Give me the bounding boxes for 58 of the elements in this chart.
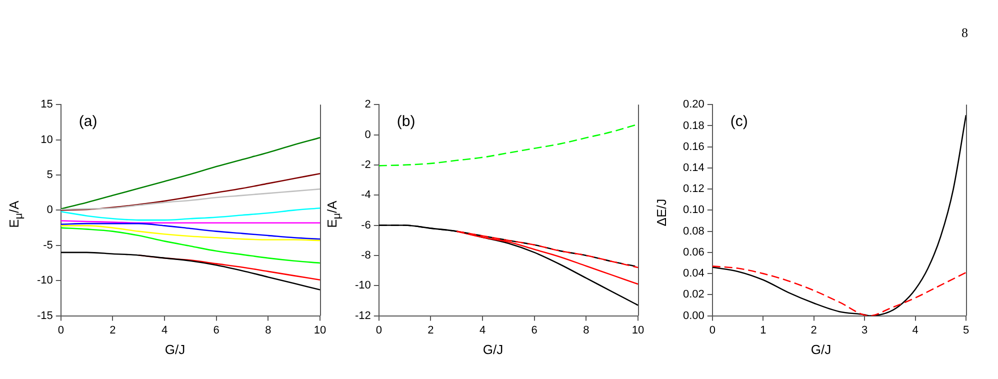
x-tick-label: 0: [709, 324, 716, 336]
y-tick-label: 0.08: [682, 225, 704, 238]
x-tick-label: 4: [161, 324, 168, 336]
y-axis-title: ΔE/J: [654, 198, 670, 226]
x-tick-label: 8: [265, 324, 272, 336]
x-tick-label: 0: [58, 324, 64, 336]
x-tick-label: 8: [583, 324, 590, 336]
y-tick-label: 0.00: [682, 310, 704, 322]
y-tick-label: 15: [40, 98, 53, 111]
y-tick-label: -5: [43, 239, 53, 252]
y-tick-label: 5: [46, 169, 53, 182]
y-tick-label: -6: [361, 219, 371, 232]
x-tick-label: 3: [862, 324, 868, 336]
x-tick-label: 6: [213, 324, 220, 336]
x-tick-label: 6: [531, 324, 538, 336]
line-series: [60, 227, 320, 264]
y-tick-label: -4: [361, 189, 371, 202]
y-tick-label: 0.02: [682, 288, 704, 301]
y-tick-label: -10: [36, 274, 53, 287]
x-axis-title: G/J: [482, 342, 504, 357]
x-axis-title: G/J: [164, 342, 186, 357]
y-tick-label: -10: [354, 280, 371, 292]
y-tick-label: 0.12: [682, 183, 704, 196]
x-tick-label: 2: [810, 324, 817, 336]
x-tick-label: 2: [428, 324, 434, 336]
text: 8: [962, 25, 968, 41]
y-tick-label: 0: [46, 204, 53, 216]
line-series: [60, 188, 320, 210]
x-axis-title: G/J: [810, 342, 832, 357]
y-tick-label: 0.04: [682, 268, 704, 280]
y-tick-label: 0.10: [682, 204, 704, 216]
y-tick-label: 10: [40, 134, 53, 146]
y-tick-label: 0.20: [682, 98, 704, 111]
y-tick-label: 0.18: [682, 120, 704, 132]
y-tick-label: 0.14: [682, 162, 704, 174]
y-tick-label: 0: [364, 128, 371, 141]
y-tick-label: -2: [361, 158, 371, 171]
x-tick-label: 5: [962, 324, 970, 336]
line-series: [60, 252, 320, 290]
y-tick-label: 2: [364, 98, 371, 111]
y-tick-label: -12: [354, 310, 371, 322]
annotation: (a): [78, 113, 98, 130]
annotation: (c): [730, 113, 748, 130]
y-tick-label: -8: [361, 249, 371, 262]
line-series: [60, 172, 320, 211]
x-tick-label: 4: [479, 324, 486, 336]
x-tick-label: 2: [110, 324, 116, 336]
x-tick-label: 0: [376, 324, 382, 336]
line-series: [60, 207, 320, 221]
x-tick-label: 1: [760, 324, 766, 336]
x-tick-label: 10: [632, 324, 644, 336]
y-tick-label: 0.06: [682, 246, 704, 258]
y-tick-label: -15: [36, 310, 53, 322]
line-series: [60, 137, 320, 210]
x-tick-label: 4: [912, 324, 918, 336]
x-tick-label: 10: [314, 324, 326, 336]
y-tick-label: 0.16: [682, 140, 704, 153]
annotation: (b): [396, 113, 416, 130]
